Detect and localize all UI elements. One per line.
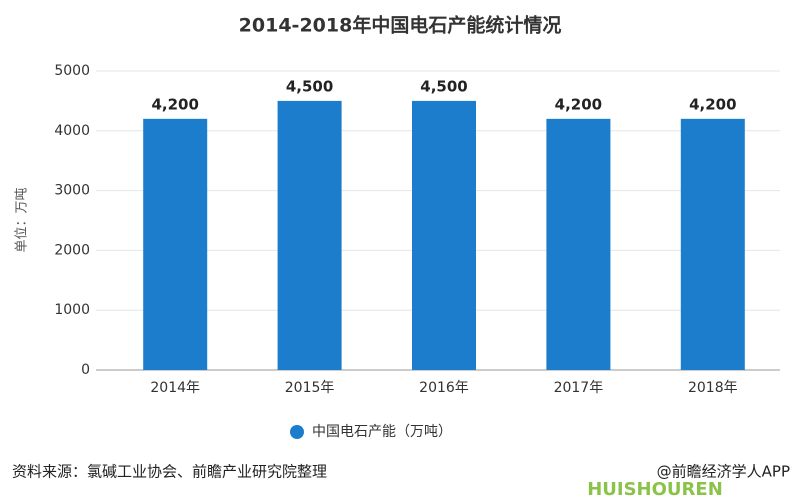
value-label: 4,200 [555,95,602,113]
bar [680,118,745,370]
y-tick-label: 2000 [54,242,90,258]
x-tick-label: 2016年 [419,380,469,396]
chart-title: 2014-2018年中国电石产能统计情况 [239,14,562,37]
bar [277,100,342,371]
value-label: 4,200 [151,95,198,113]
logo-text: HUISHOUREN [587,479,723,500]
bar [143,118,208,370]
y-tick-label: 4000 [54,123,90,139]
x-tick-label: 2017年 [554,380,604,396]
x-tick-label: 2018年 [688,380,738,396]
y-tick-label: 0 [81,362,90,378]
y-tick-label: 1000 [54,302,90,318]
value-label: 4,500 [286,77,333,95]
x-tick-label: 2014年 [150,380,200,396]
bar [412,100,476,371]
y-axis-label: 单位：万吨 [15,187,30,252]
y-tick-label: 3000 [54,183,90,199]
value-label: 4,200 [689,95,736,113]
x-tick-label: 2015年 [285,380,335,396]
value-label: 4,500 [420,77,467,95]
source: 资料来源：氯碱工业协会、前瞻产业研究院整理 [12,463,327,481]
legend-label: 中国电石产能（万吨） [312,424,452,440]
watermark: @前瞻经济学人APP [657,463,790,481]
legend-marker [290,425,304,439]
bar [546,118,611,370]
y-tick-label: 5000 [54,63,90,79]
